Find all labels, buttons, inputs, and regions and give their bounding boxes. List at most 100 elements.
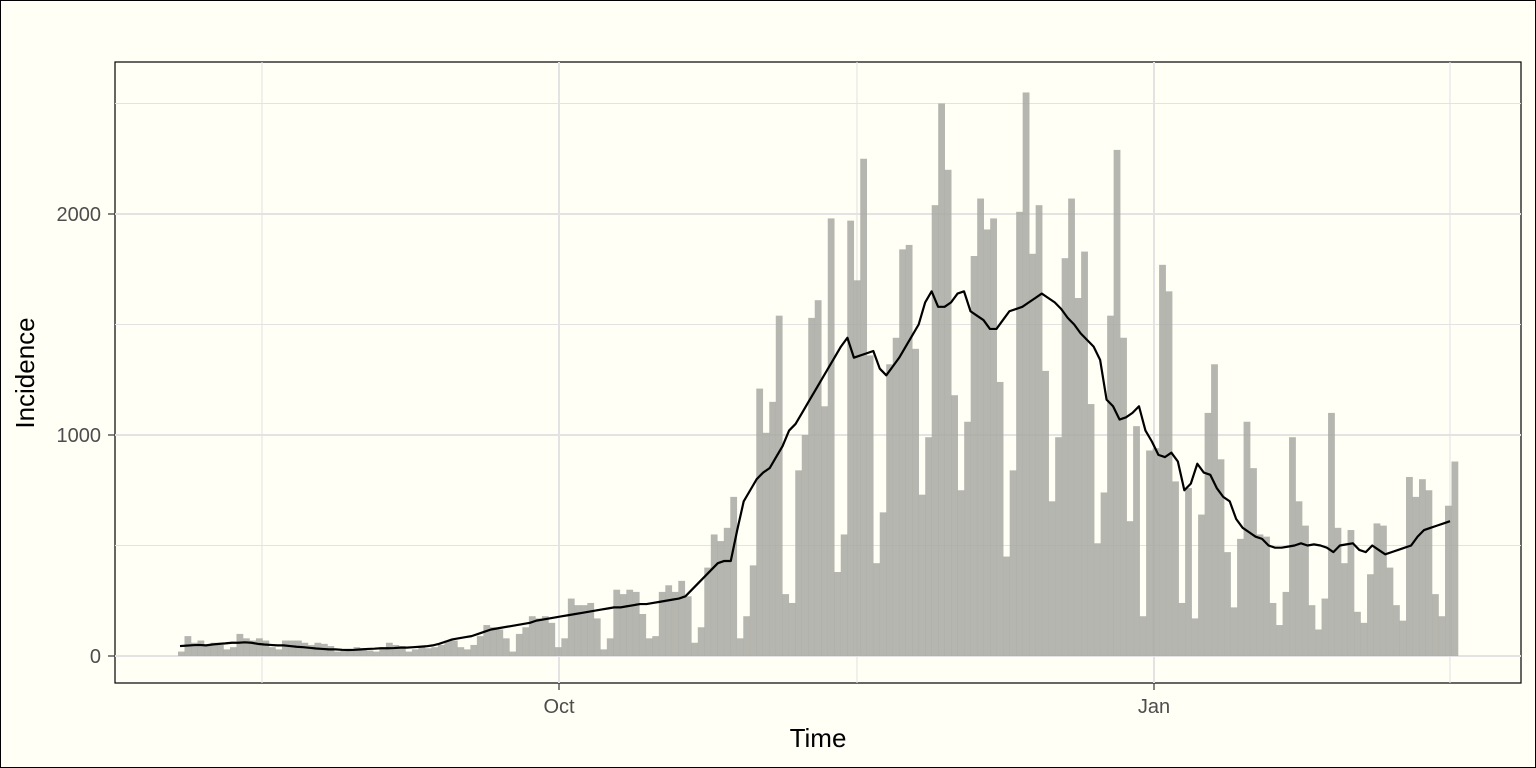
bar [398,646,406,656]
bar [333,651,341,656]
bar [632,591,640,656]
bar [762,432,770,656]
bar [892,337,900,656]
bar [509,651,517,656]
bar [1042,370,1049,656]
x-tick-label: Oct [543,696,575,718]
bar [489,627,497,656]
bar [1113,149,1121,656]
bar [749,565,757,656]
bar [522,627,530,656]
bar [1224,552,1231,656]
bar [1425,490,1433,656]
y-axis-title: Incidence [10,317,40,428]
bar [1308,605,1316,656]
bar [743,616,751,656]
bar [541,616,549,656]
bar [1152,448,1160,656]
bar [1061,258,1069,656]
bar [346,649,354,656]
bar [1126,521,1134,656]
bar [1198,514,1205,656]
bar [268,647,276,656]
bar [613,589,621,656]
bar [444,640,452,656]
bar [795,470,803,656]
bar [242,638,250,656]
bar [1250,468,1257,656]
bar [392,644,400,656]
bar [1016,211,1023,657]
bar [418,647,426,656]
bar [808,317,816,656]
bar [385,642,393,656]
bar [1055,437,1062,656]
bar [788,602,796,656]
bar [1328,412,1335,656]
bar [1048,501,1056,656]
bar [983,229,991,656]
bar [658,591,666,656]
bar [1334,527,1342,656]
bar [905,244,913,656]
bar [912,348,920,656]
bar [580,605,588,656]
bar [424,648,432,656]
bar [197,640,205,656]
bar [203,644,211,656]
x-axis-title: Time [790,723,847,753]
bar [866,355,874,656]
bar [216,644,224,656]
bar [457,647,465,656]
bar [411,649,419,656]
bar [827,218,835,657]
bar [1354,611,1361,656]
bar [918,494,926,656]
bar [1347,530,1355,656]
bar [938,103,945,656]
bar [925,437,933,656]
bar [1367,574,1374,656]
bar [190,642,198,656]
bar [684,596,692,656]
bar [1146,450,1153,656]
bar [1341,563,1348,656]
bar [1406,476,1413,656]
bar [1360,622,1368,656]
bar [1276,625,1283,656]
bar [1003,556,1010,656]
bar [1185,488,1192,656]
bar [756,388,764,656]
bar [262,640,270,656]
bar [359,648,367,656]
bar [372,651,380,656]
bar [496,629,504,656]
bar [1120,337,1127,656]
bar [437,644,445,656]
bar [964,421,971,656]
bar [691,642,699,656]
bar [1380,525,1387,656]
bar [1068,198,1075,656]
bar [853,280,861,656]
bar [736,638,744,656]
bar [281,640,289,656]
bar [652,636,660,656]
bar [775,315,783,656]
bar [1412,496,1420,656]
bar [1094,543,1101,656]
bar [255,638,263,656]
bar [1282,591,1290,656]
bar [327,646,335,656]
bar [626,589,634,656]
bar [996,381,1004,656]
bar [717,541,725,656]
bar [1074,297,1082,656]
bar [515,633,523,656]
bar [178,651,185,656]
bar [847,220,855,656]
bar [1386,567,1394,656]
bar [1315,629,1322,656]
bar [210,642,218,656]
bar [301,642,309,656]
